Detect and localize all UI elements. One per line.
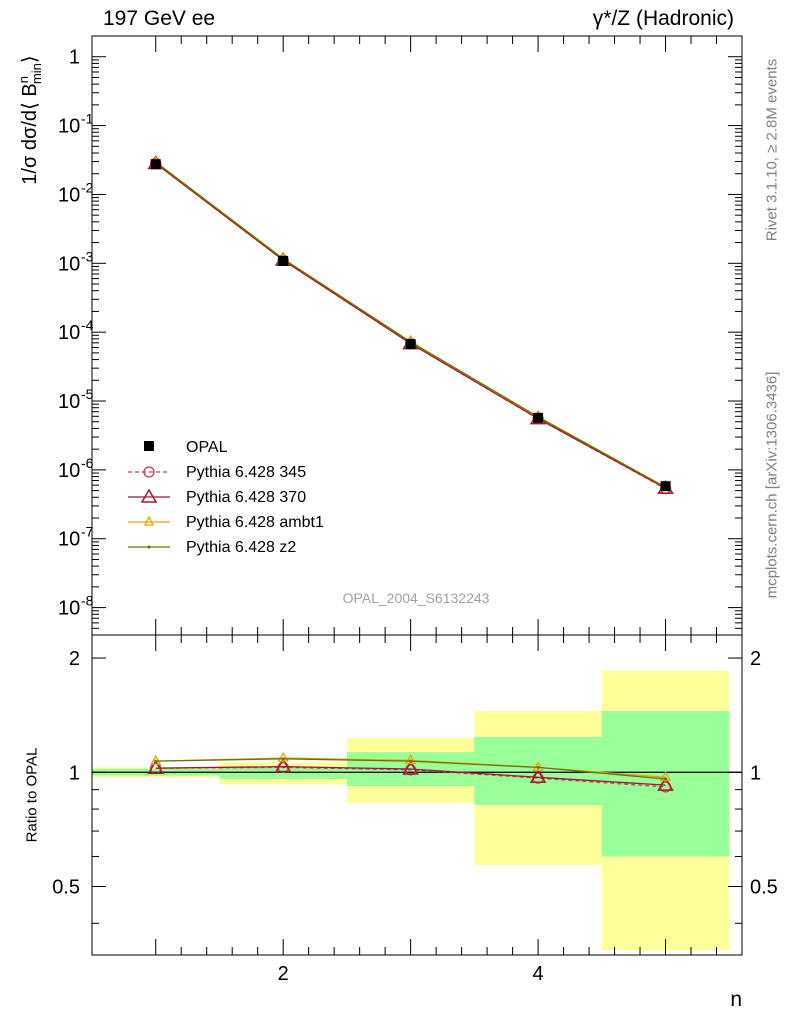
opal-data-point <box>278 256 289 267</box>
legend-label-345: Pythia 6.428 345 <box>186 464 307 481</box>
ratio-point-ambt1 <box>532 761 544 772</box>
legend-marker-345 <box>128 466 170 478</box>
ratio-band-green-1 <box>219 767 347 780</box>
opal-data-point <box>405 339 416 350</box>
ratio-point-z2 <box>664 777 668 781</box>
main-y-tick-label: 10 <box>58 529 80 551</box>
main-series-line-370 <box>155 162 666 489</box>
ratio-y-tick-label: 1 <box>69 762 80 784</box>
main-y-tick-label: 1 <box>69 47 80 69</box>
ratio-point-370 <box>529 768 547 784</box>
ratio-point-370 <box>402 760 419 775</box>
ratio-point-ambt1 <box>150 754 162 765</box>
ratio-point-z2 <box>409 759 413 763</box>
ratio-y-tick-label-right: 0.5 <box>750 877 778 899</box>
legend-marker-opal <box>144 441 154 451</box>
main-y-axis-label: 1/σ dσ/d⟨ Bnmin⟩ <box>16 55 44 184</box>
main-y-tick-exponent: -1 <box>81 111 94 127</box>
header-left-label: 197 GeV ee <box>103 7 216 30</box>
legend-marker-z2 <box>128 545 170 549</box>
ratio-band-green-4 <box>601 711 730 857</box>
legend-label-z2: Pythia 6.428 z2 <box>186 539 297 556</box>
opal-data-point <box>660 481 671 492</box>
main-series-line-345 <box>155 162 666 490</box>
ratio-x-tick-label: 4 <box>533 963 544 985</box>
legend-marker-370 <box>128 488 170 503</box>
ratio-y-tick-label-right: 1 <box>750 762 761 784</box>
main-y-tick-exponent: -3 <box>81 248 94 264</box>
mcplots-reference-label: mcplots.cern.ch [arXiv:1306.3436] <box>763 371 781 599</box>
main-y-label-sub: min <box>28 63 44 85</box>
ratio-point-370 <box>657 776 674 791</box>
rivet-version-label: Rivet 3.1.10, ≥ 2.8M events <box>763 58 781 242</box>
main-y-tick-exponent: -8 <box>81 593 94 609</box>
ratio-point-ambt1 <box>405 754 417 765</box>
header-right-label: γ*/Z (Hadronic) <box>592 7 734 30</box>
main-y-tick-exponent: -7 <box>81 524 94 540</box>
legend-marker-ambt1 <box>128 515 170 526</box>
x-axis-label: n <box>730 988 742 1011</box>
ratio-y-tick-label: 2 <box>69 648 80 670</box>
opal-data-point <box>150 159 161 170</box>
ratio-point-ambt1 <box>277 751 289 762</box>
main-y-tick-label: 10 <box>58 598 80 620</box>
main-y-tick-exponent: -5 <box>81 386 94 402</box>
ratio-plot-frame <box>91 634 743 956</box>
main-y-tick-label: 10 <box>58 460 80 482</box>
main-y-label-text: 1/σ dσ/d⟨ B <box>18 83 41 185</box>
legend-label-370: Pythia 6.428 370 <box>186 489 307 506</box>
main-series-line-ambt1 <box>155 161 666 488</box>
opal-data-point <box>533 412 544 423</box>
main-y-tick-exponent: -4 <box>81 317 94 333</box>
ratio-y-tick-label-right: 2 <box>750 648 761 670</box>
main-y-tick-label: 10 <box>58 253 80 275</box>
ratio-point-370 <box>274 758 292 773</box>
ratio-point-370 <box>147 759 165 774</box>
main-y-tick-exponent: -2 <box>81 179 94 195</box>
main-y-tick-label: 10 <box>58 322 80 344</box>
ratio-series-line-370 <box>155 765 666 786</box>
main-y-label-end: ⟩ <box>18 55 41 64</box>
main-y-tick-exponent: -6 <box>81 455 94 471</box>
analysis-id-label: OPAL_2004_S6132243 <box>342 590 490 606</box>
ratio-point-z2 <box>154 759 158 763</box>
main-y-tick-label: 10 <box>58 116 80 138</box>
ratio-point-z2 <box>536 765 540 769</box>
ratio-x-tick-label: 2 <box>278 963 289 985</box>
legend-label-opal: OPAL <box>186 439 228 456</box>
ratio-point-z2 <box>281 757 285 761</box>
main-y-tick-label: 10 <box>58 391 80 413</box>
legend-label-ambt1: Pythia 6.428 ambt1 <box>186 514 324 531</box>
main-y-tick-label: 10 <box>58 184 80 206</box>
ratio-y-axis-label: Ratio to OPAL <box>23 747 41 843</box>
main-series-line-z2 <box>155 161 666 488</box>
ratio-y-tick-label: 0.5 <box>52 877 80 899</box>
